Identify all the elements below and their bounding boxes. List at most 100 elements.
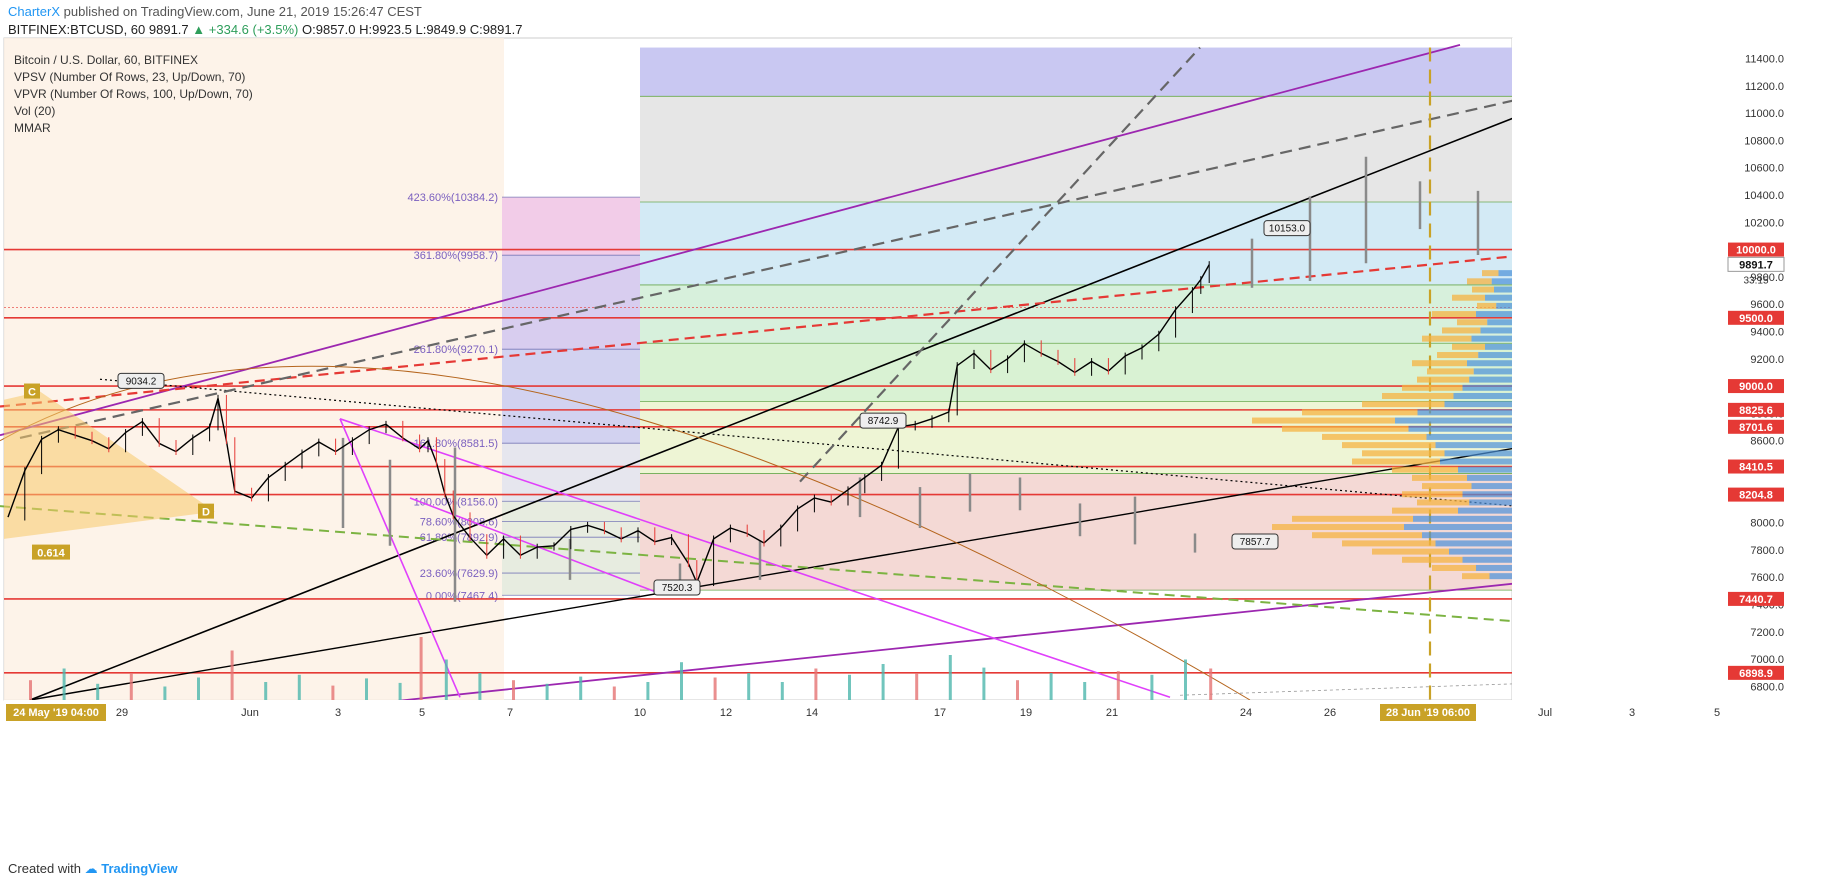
volume-profile-row (1426, 433, 1512, 440)
time-axis-tick: Jun (241, 707, 259, 719)
legend-item[interactable]: Bitcoin / U.S. Dollar, 60, BITFINEX (14, 53, 199, 67)
pattern-label: C (28, 387, 36, 399)
volume-profile-row (1417, 376, 1470, 383)
fib-zone (640, 201, 1592, 285)
volume-profile-row (1462, 573, 1490, 580)
volume-profile-row (1437, 352, 1479, 359)
price-axis-label: 10000.0 (1736, 245, 1776, 257)
volume-profile-row (1485, 294, 1512, 301)
price-axis-tick: 10800.0 (1744, 135, 1784, 147)
time-axis-tick: 5 (1714, 707, 1720, 719)
volume-profile-row (1444, 401, 1512, 408)
volume-bar (747, 673, 751, 700)
dashed-trend-line (1179, 675, 1761, 696)
price-axis-label-box (1728, 310, 1784, 325)
price-axis-label-box (1728, 419, 1784, 434)
price-axis-tick: 10400.0 (1744, 190, 1784, 202)
volume-profile-row (1392, 507, 1458, 514)
fib-ext-label: 261.80%(9270.1) (414, 344, 498, 356)
harmonic-pattern (4, 391, 215, 539)
footer: Created with ☁ TradingView (0, 855, 1828, 881)
volume-profile-row (1485, 343, 1512, 350)
tradingview-brand[interactable]: TradingView (101, 861, 178, 876)
fib-ext-label: 423.60%(10384.2) (407, 192, 498, 204)
volume-profile-row (1489, 573, 1512, 580)
price-axis-label-box (1728, 591, 1784, 606)
ohlc-values: O:9857.0 H:9923.5 L:9849.9 C:9891.7 (302, 22, 523, 37)
price-axis-label: 9891.7 (1739, 259, 1773, 271)
volume-profile-row (1462, 384, 1512, 391)
time-axis-tick: 12 (720, 707, 732, 719)
volume-profile-row (1362, 450, 1445, 457)
fan-line (339, 418, 1171, 699)
price-axis-label: 8825.6 (1739, 405, 1773, 417)
time-axis-tick: 7 (507, 707, 513, 719)
volume-profile-row (1417, 409, 1512, 416)
volume-profile-row (1476, 311, 1512, 318)
price-axis-tick: 9600.0 (1750, 299, 1784, 311)
volume-profile-row (1467, 278, 1492, 285)
volume-bar (612, 686, 616, 700)
volume-profile-row (1444, 450, 1512, 457)
volume-profile-row (1412, 474, 1467, 481)
fib-zone (640, 47, 1592, 97)
channel-line (0, 43, 1461, 437)
volume-bar (512, 680, 515, 700)
price-axis-tick: 8000.0 (1750, 518, 1784, 530)
legend-item[interactable]: MMAR (14, 121, 51, 135)
volume-bar (948, 655, 952, 700)
publish-header: CharterX published on TradingView.com, J… (0, 0, 1828, 44)
fib-ext-zone (502, 443, 640, 502)
volume-profile-row (1422, 335, 1472, 342)
legend-item[interactable]: VPSV (Number Of Rows, 23, Up/Down, 70) (14, 70, 246, 84)
price-axis-tick: 9800.0 (1750, 272, 1784, 284)
created-with: Created with ☁ TradingView (8, 861, 178, 876)
fib-ext-label: 61.80%(7892.9) (420, 532, 498, 544)
volume-profile-row (1322, 433, 1427, 440)
up-arrow-icon: ▲ (192, 22, 206, 37)
volume-profile-row (1467, 474, 1512, 481)
legend-item[interactable]: VPVR (Number Of Rows, 100, Up/Down, 70) (14, 87, 253, 101)
fib-ext-label: 161.80%(8581.5) (414, 438, 498, 450)
volume-profile-row (1491, 278, 1512, 285)
price-axis-tick: 7000.0 (1750, 654, 1784, 666)
volume-profile-row (1392, 466, 1458, 473)
price-callout-label: 7520.3 (662, 583, 693, 594)
fib-ext-label: 0.00%(7467.4) (426, 590, 498, 602)
volume-bar (163, 686, 167, 700)
volume-profile-row (1413, 515, 1512, 522)
price-axis-label-box (1728, 379, 1784, 394)
volume-profile-row (1435, 540, 1512, 547)
volume-bar (129, 673, 133, 700)
volume-profile-row (1469, 376, 1512, 383)
price-axis-tick: 11400.0 (1745, 53, 1784, 65)
volume-profile-row (1402, 491, 1463, 498)
volume-profile-row (1458, 466, 1512, 473)
price-axis-label: 9500.0 (1739, 313, 1773, 325)
volume-profile-row (1362, 401, 1445, 408)
volume-profile-row (1312, 532, 1422, 539)
volume-profile-row (1478, 352, 1512, 359)
volume-bar (814, 668, 818, 700)
volume-bar (1016, 680, 1019, 700)
volume-profile-row (1462, 491, 1512, 498)
volume-profile-row (1402, 556, 1463, 563)
volume-profile-row (1480, 327, 1512, 334)
volume-bar (444, 659, 448, 700)
volume-profile-row (1342, 442, 1436, 449)
legend-item[interactable]: Vol (20) (14, 104, 56, 118)
dashed-trend-line (19, 43, 1761, 440)
volume-profile-row (1342, 540, 1436, 547)
price-axis-tick: 10600.0 (1744, 163, 1784, 175)
volume-profile-row (1452, 343, 1485, 350)
author-link[interactable]: CharterX (8, 4, 61, 19)
time-axis-tick: Jul (1538, 707, 1552, 719)
volume-bar (297, 674, 301, 700)
volume-profile-row (1471, 483, 1512, 490)
pattern-label: 0.614 (37, 548, 65, 560)
volume-bar (331, 685, 335, 700)
volume-profile-row (1432, 564, 1476, 571)
volume-bar (62, 668, 66, 700)
price-callout (859, 412, 907, 429)
